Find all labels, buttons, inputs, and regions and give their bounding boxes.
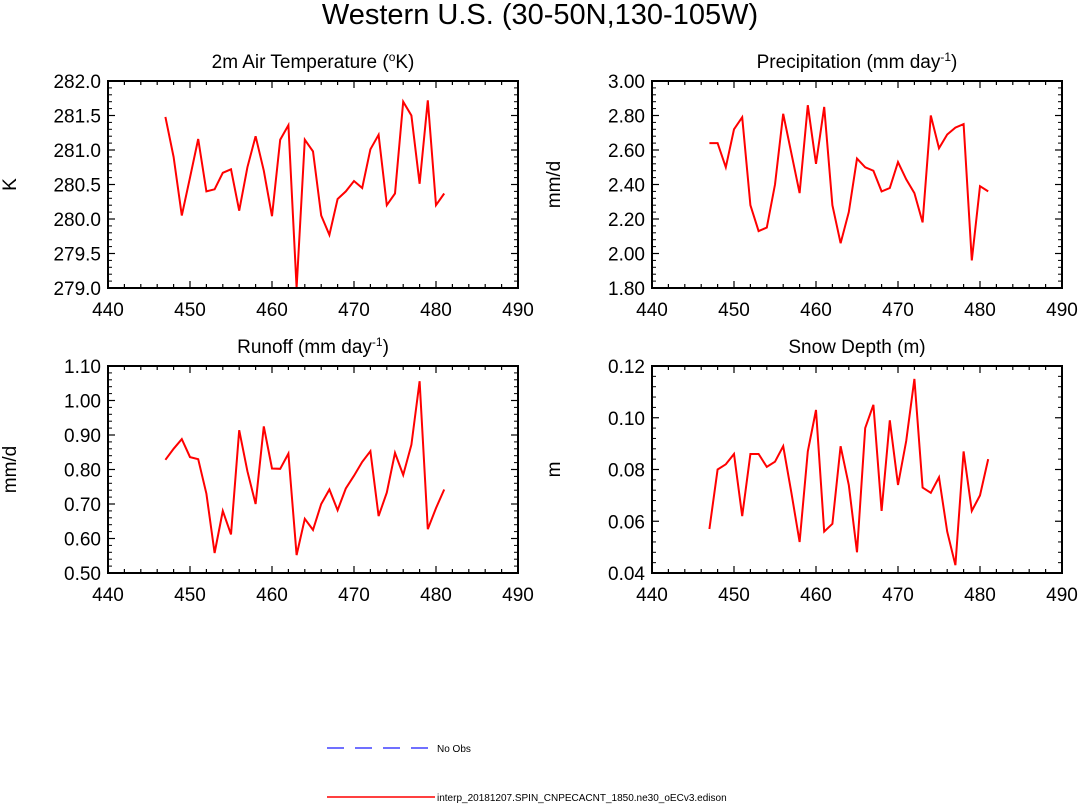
y-tick-label: 0.60 [64,530,101,551]
x-tick-label: 490 [502,585,534,606]
panel-title: 2m Air Temperature (oK) [212,50,415,73]
y-tick-label: 0.08 [608,461,645,482]
y-tick-label: 282.0 [53,72,101,93]
x-tick-label: 470 [338,585,370,606]
x-tick-label: 460 [800,300,832,321]
x-tick-label: 450 [174,585,206,606]
x-tick-label: 460 [256,585,288,606]
y-tick-label: 3.00 [608,72,645,93]
y-tick-label: 2.80 [608,107,645,128]
y-tick-label: 281.5 [53,107,101,128]
x-tick-label: 460 [256,300,288,321]
figure-title: Western U.S. (30-50N,130-105W) [322,0,758,31]
y-tick-label: 1.10 [64,357,101,378]
y-tick-label: 2.60 [608,141,645,162]
x-tick-label: 450 [174,300,206,321]
series-line-1 [164,381,446,556]
y-tick-label: 2.00 [608,245,645,266]
y-tick-label: 281.0 [53,141,101,162]
panel-2: Precipitation (mm day-1) 440 450 460 470 480 4… [544,50,1078,321]
panel-title-tail: ) [383,337,389,358]
y-tick-label: 0.04 [608,564,645,585]
y-tick-label: 2.40 [608,176,645,197]
y-tick-label: 0.12 [608,357,645,378]
panel-3: Runoff (mm day-1) 440 450 460 470 480 490 0.50 0… [0,335,534,606]
panel-title: Precipitation (mm day-1) [757,50,958,73]
panel-title: Runoff (mm day-1) [237,335,389,358]
x-tick-label: 460 [800,585,832,606]
x-tick-label: 440 [636,300,668,321]
x-tick-label: 440 [92,585,124,606]
panel-title-sup: o [389,50,396,64]
x-tick-label: 470 [338,300,370,321]
x-tick-label: 480 [420,585,452,606]
axes-frame [651,80,1063,289]
x-tick-label: 490 [502,300,534,321]
y-axis-label: m [544,462,565,478]
axes-frame [107,365,519,574]
y-tick-label: 279.0 [53,279,101,300]
y-tick-label: 0.50 [64,564,101,585]
y-axis-label: K [0,178,21,191]
x-tick-label: 480 [964,300,996,321]
panels: 2m Air Temperature (oK) 440 450 460 470 480 49… [0,50,1078,606]
y-tick-label: 280.5 [53,176,101,197]
panel-4: Snow Depth (m) 440 450 460 470 480 490 0.04 0.06… [544,337,1078,606]
x-tick-label: 480 [964,585,996,606]
panel-title-tail: K) [395,52,414,73]
series-line-1 [164,98,446,289]
series-line-1 [709,105,989,261]
y-axis-label: mm/d [0,446,21,494]
legend-obs-label: No Obs [437,744,471,755]
y-tick-label: 0.90 [64,426,101,447]
y-tick-label: 0.10 [608,409,645,430]
x-tick-label: 490 [1046,300,1078,321]
y-tick-label: 280.0 [53,210,101,231]
legend: No Obs interp_20181207.SPIN_CNPECACNT_18… [327,744,727,804]
panel-title-tail: ) [951,52,957,73]
y-axis-label: mm/d [544,161,565,209]
axes-frame [107,80,519,289]
panel-title-sup: -1 [940,50,951,64]
x-tick-label: 470 [882,300,914,321]
legend-model-label: interp_20181207.SPIN_CNPECACNT_1850.ne30… [437,793,727,804]
panel-title: Snow Depth (m) [788,337,925,358]
x-tick-label: 480 [420,300,452,321]
panel-1: 2m Air Temperature (oK) 440 450 460 470 480 49… [0,50,534,321]
x-tick-label: 470 [882,585,914,606]
y-tick-label: 1.80 [608,279,645,300]
x-tick-label: 440 [636,585,668,606]
x-tick-label: 450 [718,300,750,321]
y-tick-label: 2.20 [608,210,645,231]
y-tick-label: 0.70 [64,495,101,516]
y-tick-label: 1.00 [64,392,101,413]
y-tick-label: 0.06 [608,512,645,533]
panel-title-sup: -1 [372,335,383,349]
y-tick-label: 279.5 [53,245,101,266]
x-tick-label: 440 [92,300,124,321]
series-line-1 [708,378,990,566]
y-tick-label: 0.80 [64,461,101,482]
x-tick-label: 450 [718,585,750,606]
x-tick-label: 490 [1046,585,1078,606]
